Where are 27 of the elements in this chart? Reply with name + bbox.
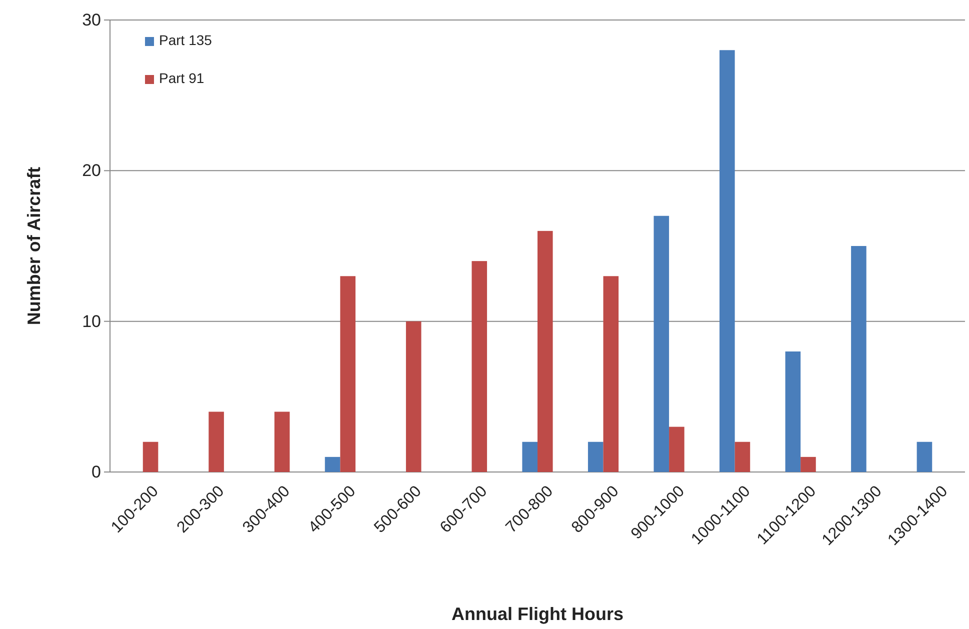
bar	[522, 442, 538, 472]
bar	[406, 321, 422, 472]
y-tick-label: 10	[82, 312, 101, 331]
bar	[208, 412, 224, 472]
bar	[916, 442, 932, 472]
bar	[654, 216, 670, 472]
bar	[785, 351, 801, 472]
y-axis-title: Number of Aircraft	[24, 166, 44, 326]
bar	[734, 442, 750, 472]
bar	[603, 276, 619, 472]
x-axis-title: Annual Flight Hours	[452, 604, 624, 624]
y-tick-label: 0	[92, 462, 101, 482]
bar	[669, 426, 684, 472]
bar	[800, 456, 816, 472]
bar	[274, 412, 290, 472]
y-tick-label: 30	[82, 10, 101, 30]
bar	[720, 50, 735, 472]
bar	[538, 230, 553, 472]
bar	[472, 261, 488, 472]
legend-label: Part 91	[159, 70, 204, 86]
y-tick-label: 20	[82, 161, 101, 180]
bar	[324, 456, 340, 472]
bar	[142, 442, 158, 472]
bar	[340, 276, 356, 472]
bar	[588, 442, 604, 472]
legend-label: Part 135	[159, 32, 212, 48]
bar	[851, 246, 866, 472]
